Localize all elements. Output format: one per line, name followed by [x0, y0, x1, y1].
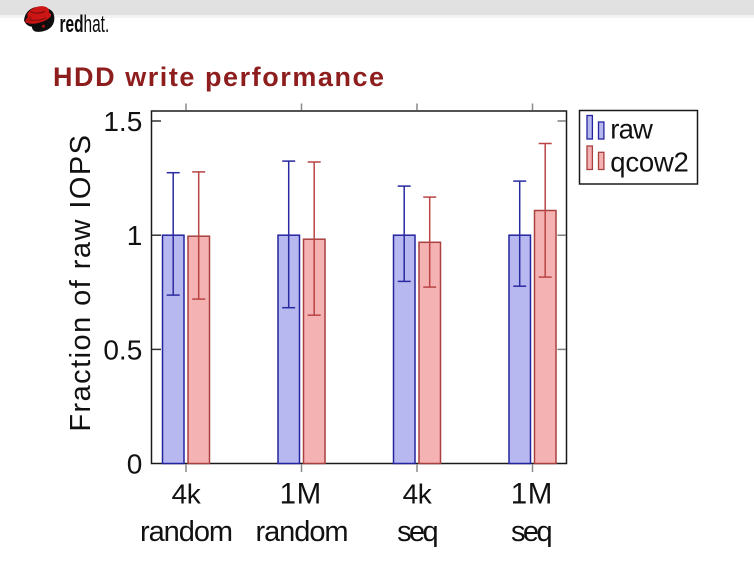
svg-text:raw: raw	[610, 113, 653, 144]
svg-text:qcow2: qcow2	[610, 147, 688, 178]
svg-text:seq: seq	[511, 516, 551, 548]
svg-text:random: random	[140, 516, 232, 548]
svg-text:1M: 1M	[280, 477, 322, 510]
svg-text:0.5: 0.5	[103, 335, 142, 366]
svg-text:HDD write performance: HDD write performance	[53, 62, 386, 92]
svg-text:redhat.: redhat.	[60, 10, 110, 38]
svg-text:random: random	[255, 516, 347, 548]
svg-text:1M: 1M	[511, 477, 553, 510]
svg-text:4k: 4k	[403, 478, 433, 509]
svg-text:Fraction of raw IOPS: Fraction of raw IOPS	[65, 134, 97, 432]
svg-text:0: 0	[127, 449, 143, 480]
svg-text:1.5: 1.5	[103, 106, 142, 137]
svg-text:seq: seq	[397, 516, 437, 548]
svg-text:4k: 4k	[172, 478, 202, 509]
svg-text:1: 1	[127, 220, 143, 251]
